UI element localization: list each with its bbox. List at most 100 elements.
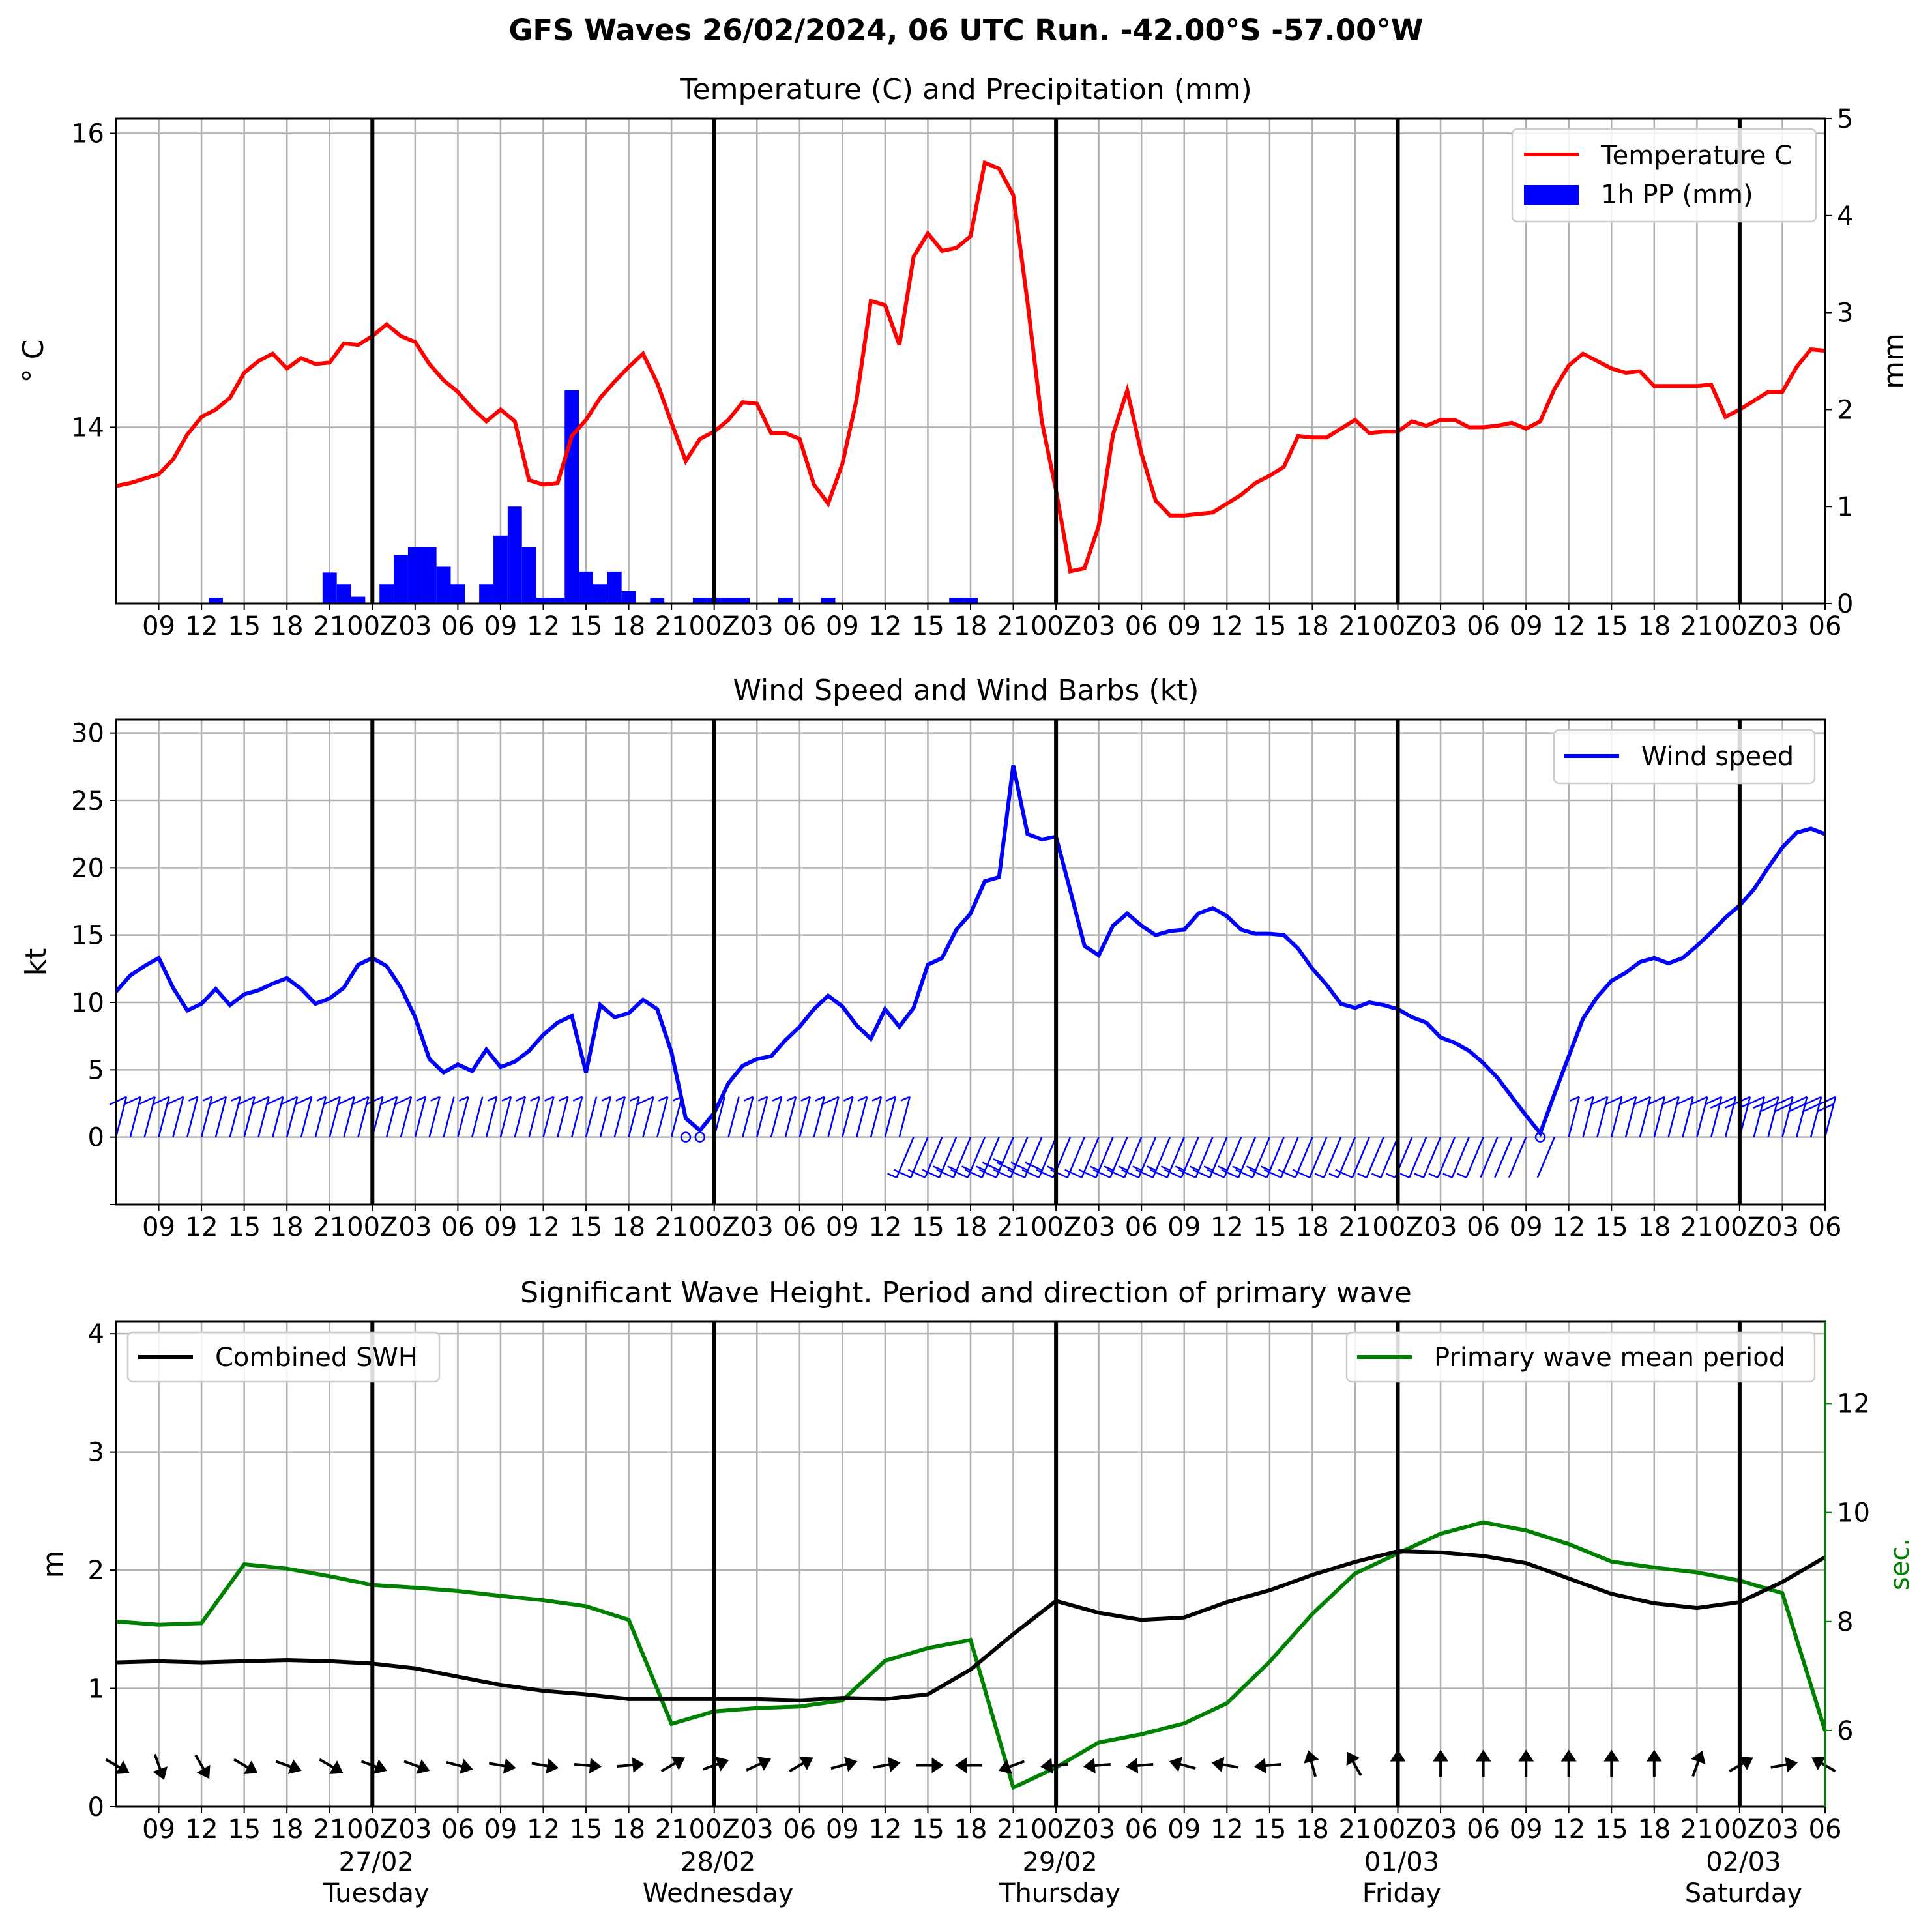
x-tick-label: 15: [227, 611, 261, 641]
arrow-head: [1253, 1758, 1266, 1773]
suptitle: GFS Waves 26/02/2024, 06 UTC Run. -42.00…: [508, 13, 1423, 48]
x-tick-label: 15: [1253, 611, 1286, 641]
x-tick-label: 21: [655, 611, 688, 641]
x-tick-label: 15: [570, 1212, 603, 1242]
wind-barb: [514, 1096, 527, 1137]
x-tick-label: 18: [612, 1212, 645, 1242]
wind-barb: [323, 1096, 341, 1137]
x-tick-label: 12: [527, 611, 560, 641]
x-tick-label: 15: [911, 1815, 944, 1845]
y2-tick-label: 10: [1837, 1498, 1870, 1528]
panel2-ylabel: kt: [20, 948, 53, 976]
y-tick-label: 14: [71, 413, 104, 443]
wave-direction-arrow: [233, 1758, 258, 1774]
x-tick-label: 00Z: [1714, 1815, 1765, 1845]
wind-barb: [1007, 1137, 1043, 1178]
wave-direction-arrows: [105, 1749, 1836, 1781]
day-label-date: 29/02: [1022, 1847, 1097, 1877]
wind-barb: [1661, 1096, 1680, 1137]
arrow-head: [1691, 1750, 1706, 1764]
arrow-head: [589, 1758, 602, 1773]
wave-direction-arrow: [1169, 1757, 1196, 1772]
precip-bar: [507, 506, 522, 604]
x-tick-label: 18: [271, 1212, 304, 1242]
wind-barb: [542, 1096, 555, 1137]
arrow-head: [1126, 1758, 1139, 1773]
wind-barb: [1107, 1137, 1143, 1178]
precip-bar: [949, 598, 964, 604]
arrow-head: [1518, 1749, 1534, 1762]
wind-barb: [1092, 1137, 1128, 1178]
day-label-weekday: Thursday: [999, 1878, 1120, 1908]
wind-barb: [1480, 1137, 1499, 1178]
panel2-y-ticks: 0 5 10 15 20 25 30: [71, 719, 116, 1205]
x-tick-label: 06: [1809, 611, 1842, 641]
wave-direction-arrow: [574, 1758, 602, 1773]
y2-tick-label: 2: [1837, 395, 1853, 425]
wind-barb: [314, 1096, 327, 1137]
wind-barb: [229, 1096, 242, 1137]
wave-direction-arrow: [1603, 1749, 1620, 1777]
arrow-head: [931, 1757, 944, 1773]
wind-barb: [1618, 1096, 1637, 1137]
x-tick-label: 18: [612, 1815, 645, 1845]
precip-bar: [593, 584, 607, 604]
x-tick-label: 00Z: [689, 1212, 740, 1242]
panel2-x-ticks: 09 12 15 18 21 00Z 03 06 09 12 15 18 21 00Z 03 06 09 12 15…: [142, 1204, 1841, 1242]
wind-barb: [1494, 1137, 1513, 1178]
arrow-head: [287, 1759, 302, 1774]
x-tick-label: 03: [1766, 611, 1799, 641]
precip-bar: [336, 584, 351, 604]
wind-barb: [950, 1137, 986, 1178]
panel2-title: Wind Speed and Wind Barbs (kt): [733, 674, 1199, 707]
x-tick-label: 00Z: [689, 1815, 740, 1845]
precip-bar: [735, 598, 750, 604]
wave-direction-arrow: [830, 1757, 858, 1772]
wave-direction-arrow: [1518, 1749, 1534, 1777]
wind-barb: [1718, 1096, 1737, 1137]
x-tick-label: 09: [1167, 1815, 1201, 1845]
x-tick-label: 21: [1680, 1212, 1714, 1242]
wind-barb: [1675, 1096, 1694, 1137]
wind-barb: [123, 1096, 142, 1137]
precip-bar: [379, 584, 394, 604]
x-tick-label: 18: [1637, 1815, 1671, 1845]
wind-barb: [1428, 1137, 1456, 1178]
x-tick-label: 03: [1766, 1212, 1799, 1242]
wind-barb: [1582, 1096, 1594, 1137]
wind-barb: [893, 1137, 929, 1178]
wind-barb: [1747, 1096, 1765, 1137]
x-tick-label: 06: [1467, 1212, 1500, 1242]
arrow-head: [373, 1759, 387, 1774]
x-tick-label: 21: [1338, 1212, 1371, 1242]
wave-direction-arrow: [789, 1757, 813, 1773]
x-tick-label: 15: [911, 1212, 944, 1242]
arrow-head: [503, 1758, 516, 1774]
wave-direction-arrow: [531, 1758, 559, 1774]
wind-barb: [265, 1096, 284, 1137]
wind-barb: [585, 1096, 598, 1137]
precip-bar: [351, 596, 366, 604]
wind-barb: [907, 1137, 943, 1178]
wind-barb: [528, 1096, 540, 1137]
y2-tick-label: 4: [1837, 201, 1853, 231]
wave-direction-arrow: [1811, 1757, 1836, 1773]
x-tick-label: 12: [1552, 1815, 1585, 1845]
arrow-head: [115, 1760, 130, 1774]
x-tick-label: 09: [484, 611, 517, 641]
precip-bar: [564, 390, 579, 604]
day-label-weekday: Saturday: [1685, 1878, 1802, 1908]
panel3-legend-left-box: [126, 1331, 441, 1383]
wave-direction-arrow: [194, 1754, 211, 1779]
panel3-y2label: sec.: [1885, 1538, 1915, 1590]
precip-bar: [450, 584, 465, 604]
panel2-legend-box: [1553, 729, 1816, 785]
arrow-head: [1603, 1749, 1620, 1762]
panel1-x-ticks: 09 12 15 18 21 00Z 03 06 09 12 15 18 21 00Z 03 06 09 12 15…: [142, 604, 1841, 641]
arrow-head: [1169, 1757, 1183, 1772]
panel2-legend: Wind speed: [1553, 729, 1816, 785]
precip-bar: [778, 598, 793, 604]
panel2-grid: [116, 720, 1825, 1204]
wind-barb: [599, 1096, 612, 1137]
